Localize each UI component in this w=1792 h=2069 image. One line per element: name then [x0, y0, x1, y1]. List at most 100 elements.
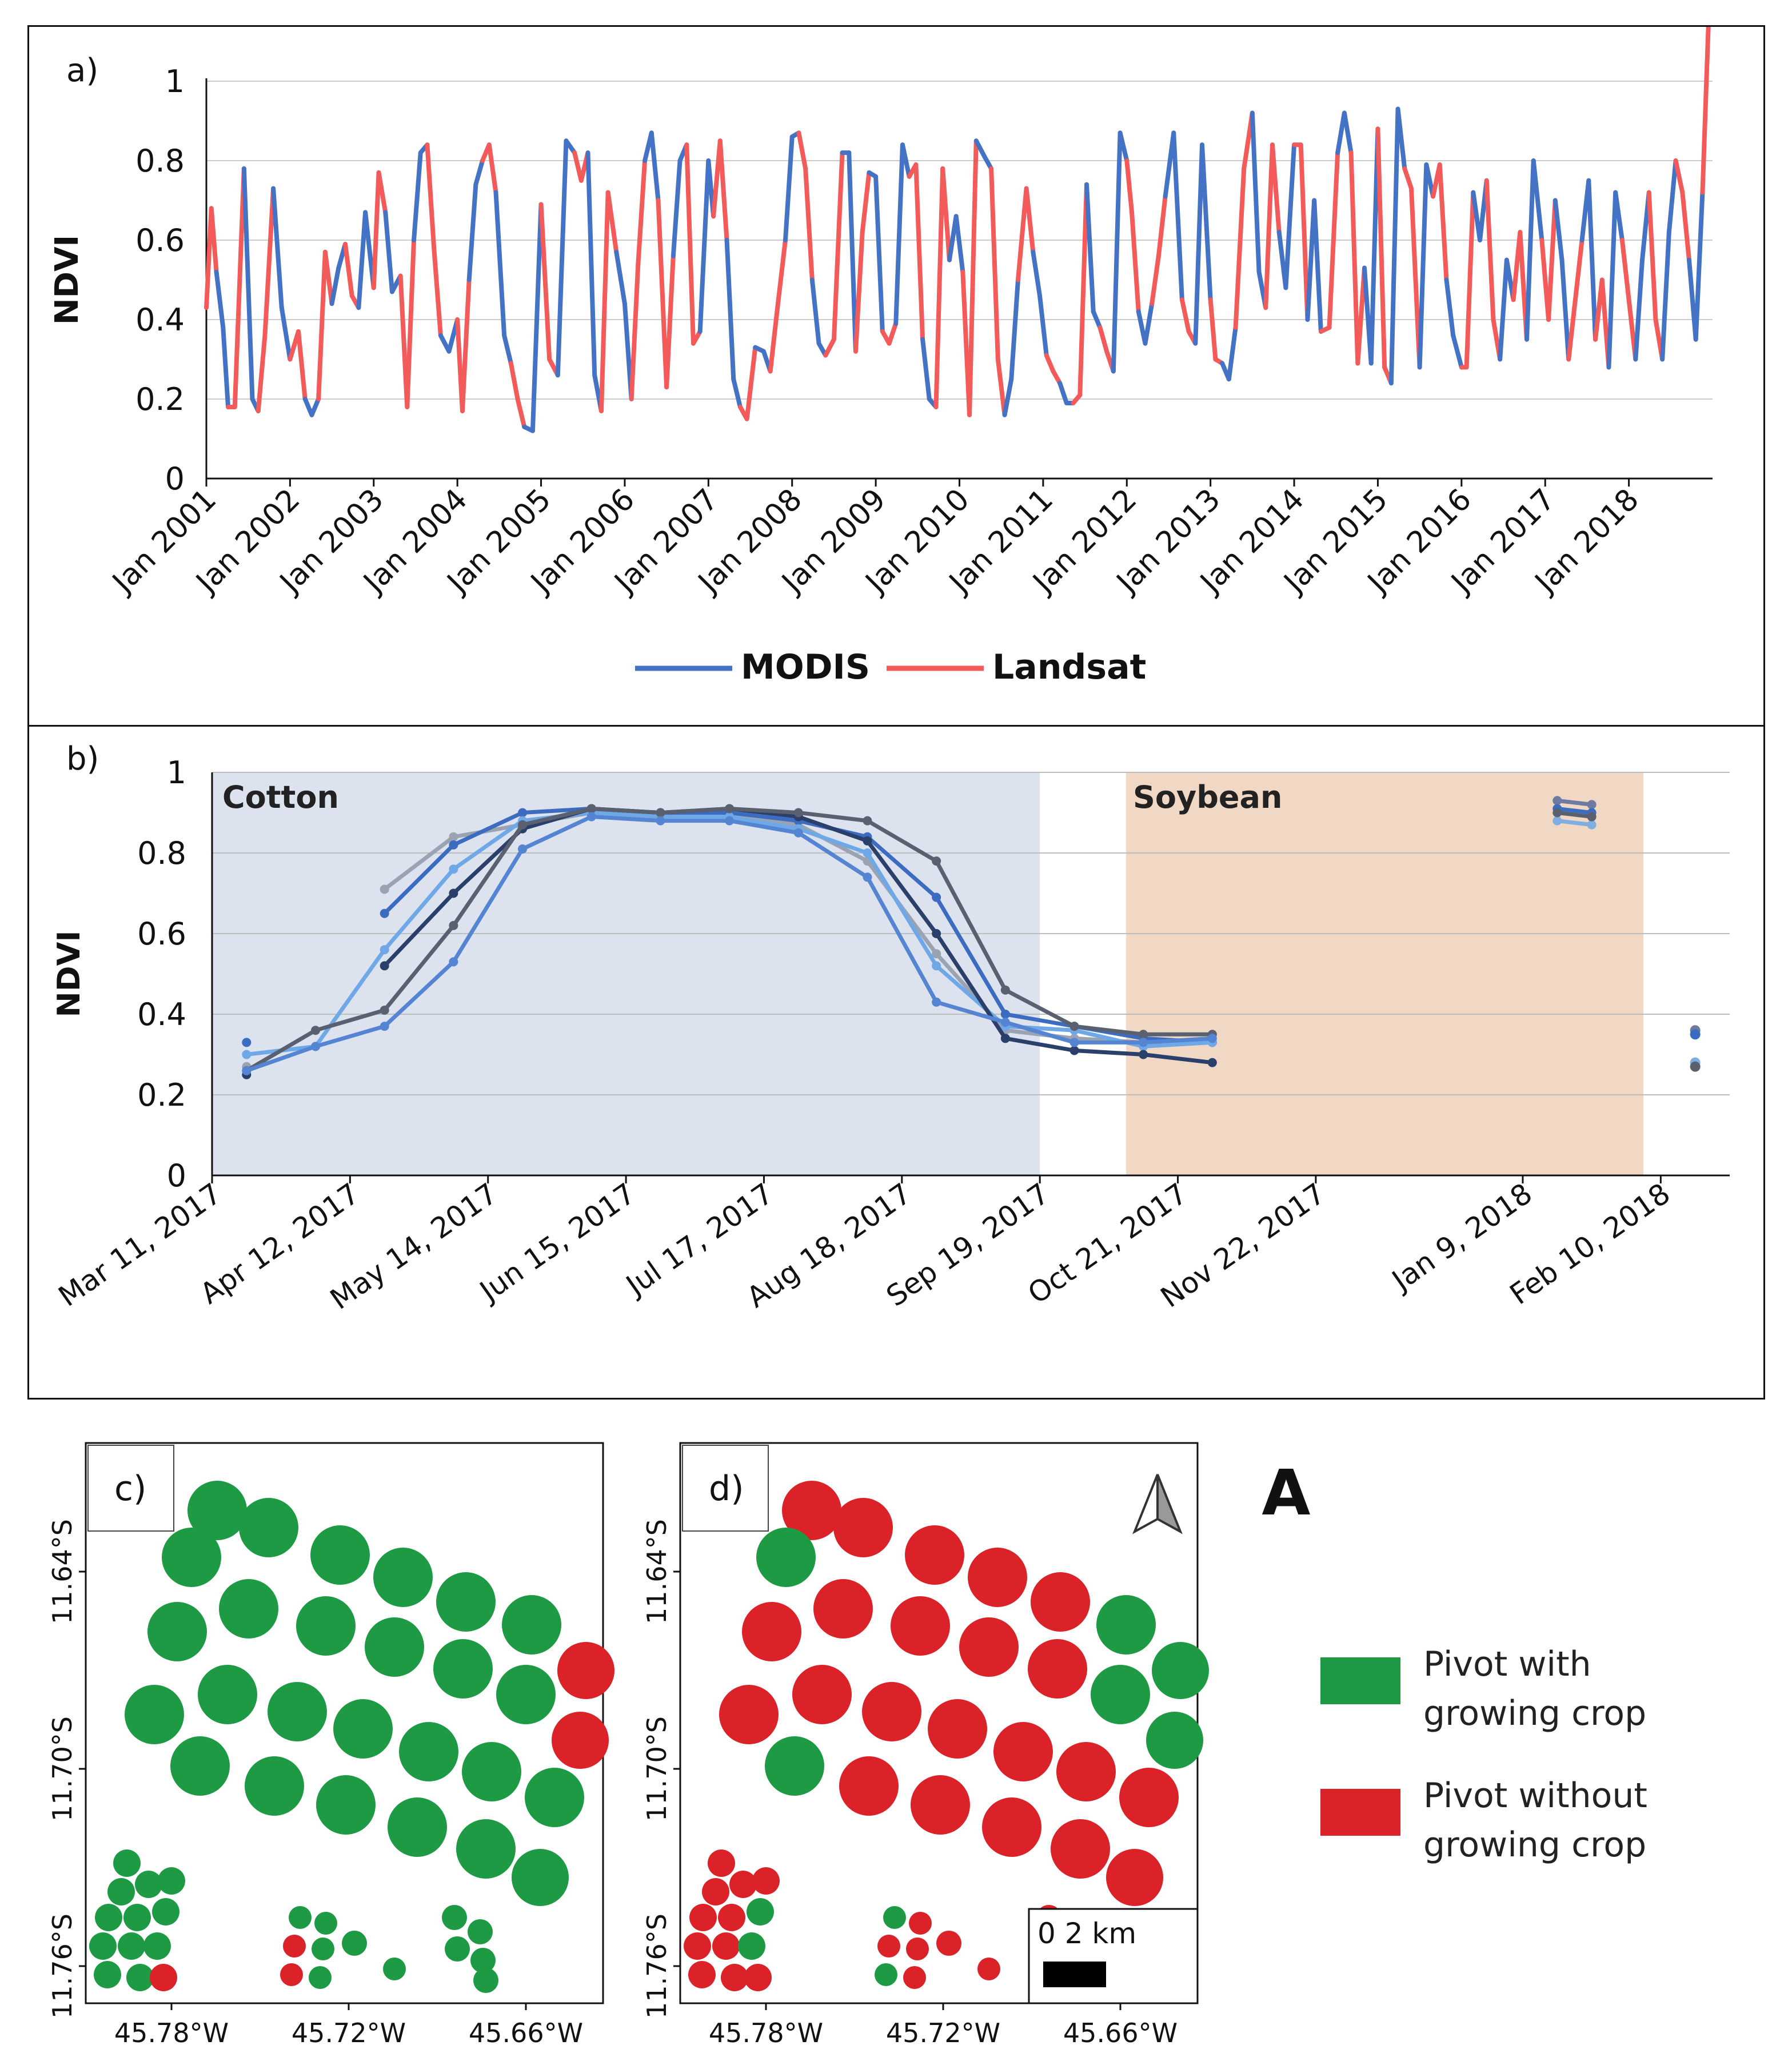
ndvi-segment [460, 277, 472, 413]
pivot-field [1106, 1849, 1163, 1906]
ndvi-segment [538, 202, 552, 362]
pivot-field [296, 1596, 356, 1656]
pivot-field [268, 1682, 327, 1741]
pivot-field [792, 1665, 852, 1724]
pivot-field-small [118, 1932, 145, 1960]
series-point [449, 957, 458, 967]
ndvi-segment [953, 214, 965, 274]
pivot-field-small [688, 1961, 716, 1988]
pivot-field [1028, 1639, 1087, 1699]
pivot-field-small [744, 1964, 772, 1991]
series-point [1139, 1050, 1148, 1059]
ndvi-segment [823, 337, 836, 358]
ndvi-segment [493, 190, 507, 338]
pivot-field [388, 1797, 447, 1857]
series-point [449, 920, 458, 930]
jan-point [1552, 796, 1562, 806]
pivot-field-small [729, 1871, 757, 1898]
series-point [1000, 1010, 1010, 1019]
pivot-field [219, 1579, 278, 1639]
north-arrow-right [1156, 1474, 1183, 1534]
ndvi-segment [1002, 377, 1014, 417]
ndvi-segment [1464, 190, 1476, 370]
series-point [1000, 1018, 1010, 1027]
ndvi-segment [605, 190, 619, 254]
series-segment [451, 811, 525, 847]
pivot-field [813, 1579, 873, 1639]
series-segment [313, 1024, 387, 1049]
pivot-field [436, 1572, 496, 1632]
pivot-field [399, 1722, 458, 1781]
ndvi-segment [1633, 257, 1645, 362]
series-segment [451, 819, 525, 871]
ndvi-segment [1327, 150, 1340, 330]
series-segment [796, 827, 869, 855]
soybean-label: Soybean [1133, 779, 1282, 815]
jan-point [1587, 800, 1597, 810]
series-point [449, 864, 458, 874]
pivot-field [968, 1548, 1027, 1607]
series-point [380, 908, 389, 918]
pivot-field-small [877, 1935, 900, 1958]
jan-segment [1556, 819, 1593, 827]
ndvi-segment [1037, 293, 1049, 358]
pivot-field-small [712, 1932, 740, 1960]
lat-label: 11.64°S [47, 1519, 78, 1624]
ndvi-segment [432, 245, 443, 338]
y-tick-label: 0.4 [135, 302, 185, 338]
series-point [242, 1038, 252, 1047]
legend-landsat-label: Landsat [992, 647, 1146, 687]
series-segment [727, 806, 801, 815]
pivot-field-small [470, 1948, 496, 1973]
pivot-field-small [94, 1961, 121, 1988]
lat-label: 11.76°S [47, 1913, 78, 2019]
lon-label: 45.72°W [292, 2018, 406, 2048]
y-tick-label: 1 [165, 63, 185, 99]
pivot-field [147, 1602, 207, 1661]
series-point [518, 844, 528, 854]
ndvi-segment [1552, 198, 1564, 262]
series-point [863, 836, 872, 846]
ndvi-segment [486, 142, 498, 195]
feb-point [1690, 1029, 1701, 1040]
pivot-field-small [95, 1904, 122, 1931]
pivot-field [862, 1682, 921, 1741]
panel-label-box [682, 1445, 769, 1532]
pivot-field-small [126, 1964, 154, 1991]
lat-label: 11.64°S [641, 1519, 672, 1624]
ndvi-segment [913, 162, 925, 342]
series-segment [1003, 1020, 1077, 1045]
ndvi-segment [1208, 297, 1218, 362]
ndvi-segment [555, 138, 569, 378]
ndvi-segment [1130, 210, 1141, 314]
ndvi-segment [1044, 353, 1056, 374]
ndvi-segment [515, 397, 527, 429]
series-point [1000, 985, 1010, 995]
pivot-field-small [708, 1849, 735, 1877]
y-tick-label: 0 [165, 461, 185, 497]
pivot-field [1146, 1712, 1203, 1769]
ndvi-segment [989, 166, 1000, 362]
ndvi-segment [1091, 309, 1103, 330]
pivot-field-small [442, 1905, 467, 1930]
y-tick-label: 0.8 [137, 835, 186, 871]
ndvi-segment [995, 357, 1007, 417]
series-segment [865, 835, 939, 900]
pivot-field-small [445, 1936, 470, 1962]
lat-label: 11.70°S [47, 1716, 78, 1821]
jan-point [1552, 808, 1562, 818]
pivot-field-small [909, 1912, 932, 1935]
pivot-field [891, 1596, 950, 1656]
pivot-field [1119, 1768, 1179, 1827]
ndvi-segment [564, 138, 577, 156]
ndvi-segment [1084, 182, 1096, 314]
y-tick-label: 0.6 [137, 916, 186, 952]
pivot-field-small [906, 1938, 929, 1960]
series-point [1069, 1038, 1079, 1047]
series-segment [1003, 1036, 1077, 1053]
series-segment [382, 891, 456, 968]
ndvi-segment [1156, 194, 1168, 258]
ndvi-segment [803, 166, 815, 282]
series-segment [1003, 1012, 1077, 1028]
pivot-field-small [747, 1898, 774, 1926]
